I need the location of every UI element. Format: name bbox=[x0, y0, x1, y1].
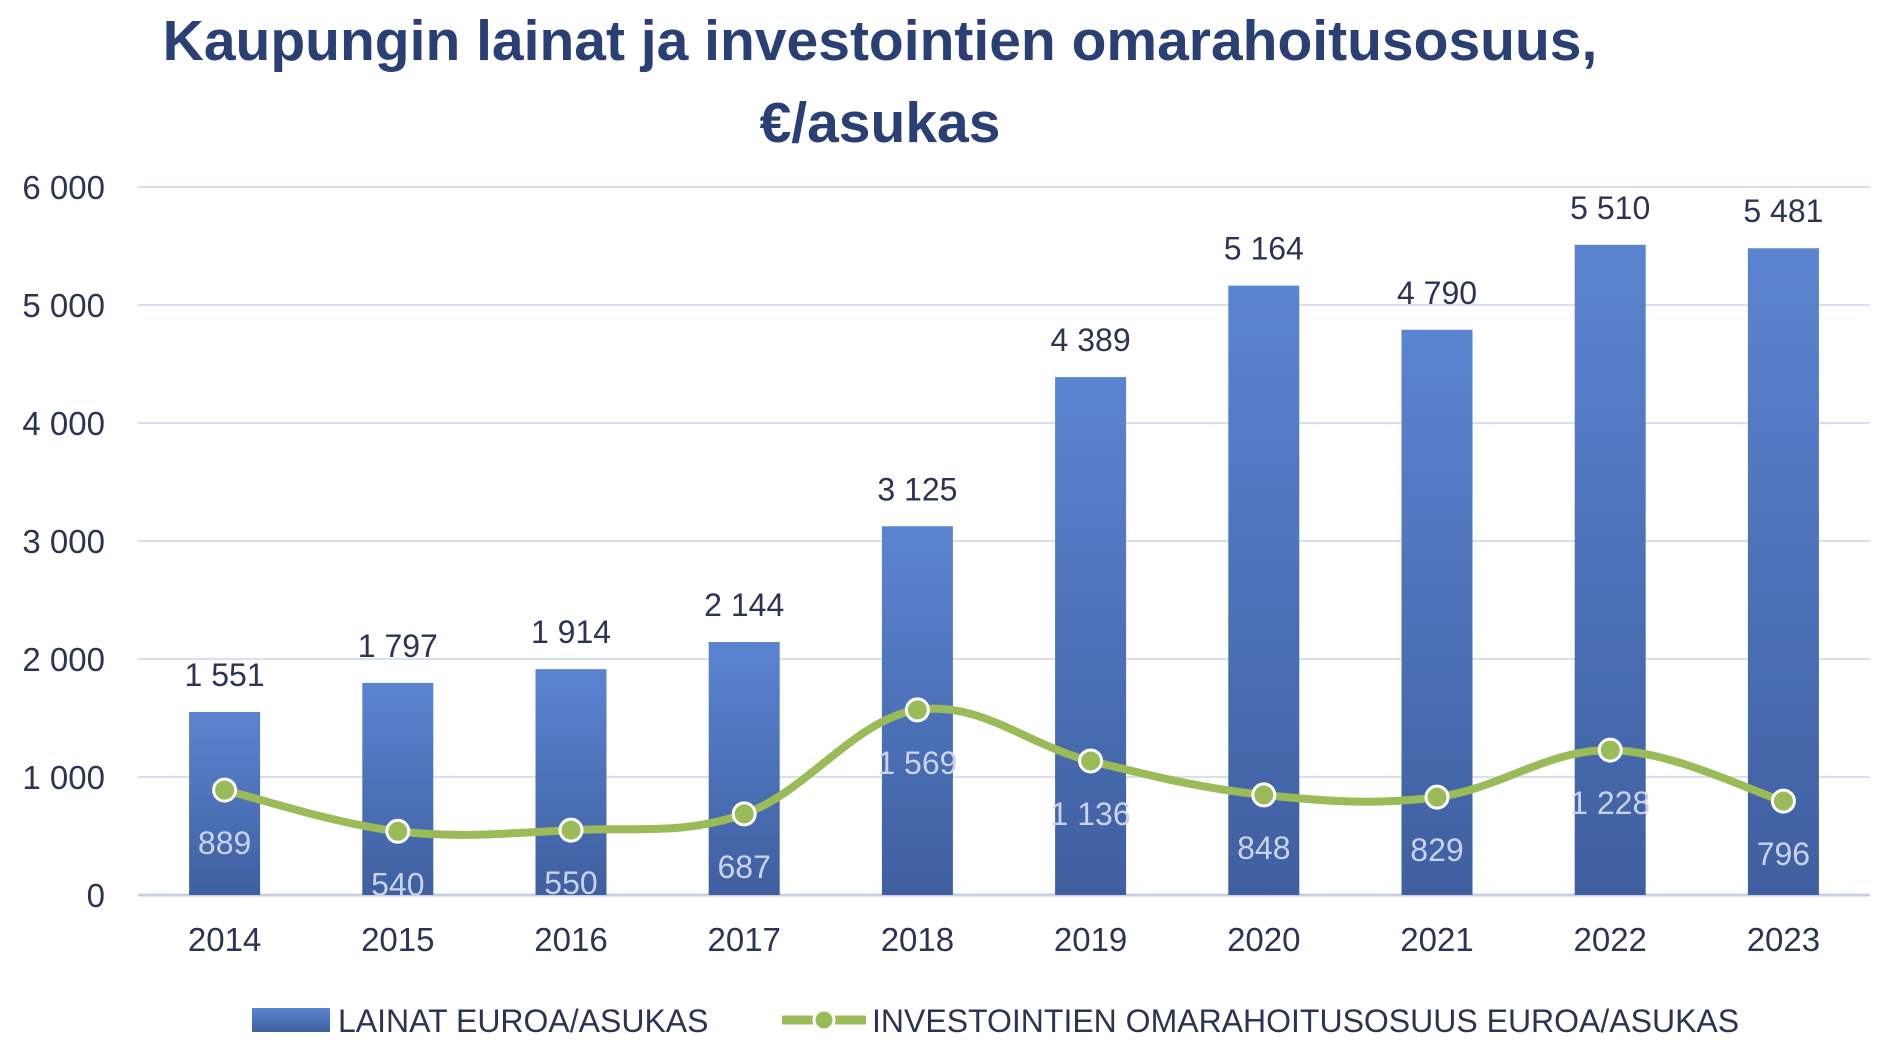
line-value-label: 1 136 bbox=[1051, 796, 1131, 832]
x-tick-label: 2021 bbox=[1400, 921, 1473, 958]
x-tick-label: 2014 bbox=[188, 921, 261, 958]
line-point bbox=[1251, 782, 1277, 808]
bar bbox=[1574, 244, 1646, 895]
line-value-label: 889 bbox=[198, 825, 251, 861]
bar-value-label: 5 510 bbox=[1570, 190, 1650, 226]
line-point bbox=[1770, 788, 1796, 814]
legend-label-bar: LAINAT EUROA/ASUKAS bbox=[338, 1003, 708, 1039]
series-line bbox=[220, 704, 1788, 839]
x-tick-label: 2018 bbox=[881, 921, 954, 958]
chart-title-line2: €/asukas bbox=[759, 91, 1001, 155]
line-value-label: 796 bbox=[1757, 836, 1810, 872]
y-tick-label: 2 000 bbox=[22, 641, 105, 678]
y-tick-label: 1 000 bbox=[22, 759, 105, 796]
line-point bbox=[212, 777, 238, 803]
bar-value-label: 5 164 bbox=[1224, 231, 1304, 267]
bar-value-label: 3 125 bbox=[877, 471, 957, 507]
bar-value-label: 5 481 bbox=[1743, 193, 1823, 229]
line-point bbox=[904, 697, 930, 723]
x-tick-label: 2023 bbox=[1747, 921, 1820, 958]
x-tick-label: 2015 bbox=[361, 921, 434, 958]
x-tick-label: 2017 bbox=[707, 921, 780, 958]
bar-value-label: 1 914 bbox=[531, 614, 611, 650]
x-tick-label: 2020 bbox=[1227, 921, 1300, 958]
bar-value-label: 1 797 bbox=[358, 628, 438, 664]
bar-value-label: 1 551 bbox=[185, 657, 265, 693]
x-tick-label: 2019 bbox=[1054, 921, 1127, 958]
x-tick-label: 2016 bbox=[534, 921, 607, 958]
y-axis: 0 1 000 2 000 3 000 4 000 5 000 6 000 bbox=[22, 169, 105, 914]
bar bbox=[708, 642, 780, 895]
legend-swatch-bar bbox=[252, 1008, 330, 1032]
line-value-label: 687 bbox=[718, 849, 771, 885]
line-point bbox=[1597, 737, 1623, 763]
bar-series bbox=[189, 244, 1819, 895]
bar bbox=[362, 682, 434, 895]
bar bbox=[1055, 377, 1127, 895]
chart-title-line1: Kaupungin lainat ja investointien omarah… bbox=[162, 9, 1598, 73]
x-axis: 2014 2015 2016 2017 2018 2019 2020 2021 2022 2023 bbox=[188, 921, 1820, 958]
bar bbox=[1747, 248, 1819, 895]
line-value-label: 1 569 bbox=[877, 745, 957, 781]
line-value-label: 540 bbox=[371, 866, 424, 902]
line-value-label: 1 228 bbox=[1570, 785, 1650, 821]
line-value-label: 848 bbox=[1237, 830, 1290, 866]
legend-marker-line bbox=[812, 1008, 836, 1032]
line-point bbox=[1424, 784, 1450, 810]
line-point bbox=[731, 801, 757, 827]
bar-value-label: 2 144 bbox=[704, 587, 784, 623]
bar-data-labels: 1 551 1 797 1 914 2 144 3 125 4 389 5 164 4 790… bbox=[185, 190, 1824, 693]
y-tick-label: 3 000 bbox=[22, 523, 105, 560]
bar bbox=[1401, 329, 1473, 895]
line-point bbox=[1078, 748, 1104, 774]
line-series bbox=[212, 697, 1796, 844]
legend-label-line: INVESTOINTIEN OMARAHOITUSOSUUS EUROA/ASU… bbox=[872, 1003, 1739, 1039]
line-point bbox=[558, 817, 584, 843]
line-value-label: 550 bbox=[544, 865, 597, 901]
y-tick-label: 4 000 bbox=[22, 405, 105, 442]
legend: LAINAT EUROA/ASUKAS INVESTOINTIEN OMARAH… bbox=[252, 1003, 1739, 1039]
bar-value-label: 4 389 bbox=[1051, 322, 1131, 358]
y-tick-label: 6 000 bbox=[22, 169, 105, 206]
y-tick-label: 5 000 bbox=[22, 287, 105, 324]
bar bbox=[189, 711, 261, 895]
line-value-label: 829 bbox=[1410, 832, 1463, 868]
bar bbox=[535, 669, 607, 895]
y-tick-label: 0 bbox=[87, 877, 105, 914]
line-point bbox=[385, 818, 411, 844]
line-data-labels: 889 540 550 687 1 569 1 136 848 829 1 228 796 bbox=[198, 745, 1810, 902]
bar-value-label: 4 790 bbox=[1397, 275, 1477, 311]
x-tick-label: 2022 bbox=[1573, 921, 1646, 958]
chart-title: Kaupungin lainat ja investointien omarah… bbox=[0, 0, 1760, 164]
